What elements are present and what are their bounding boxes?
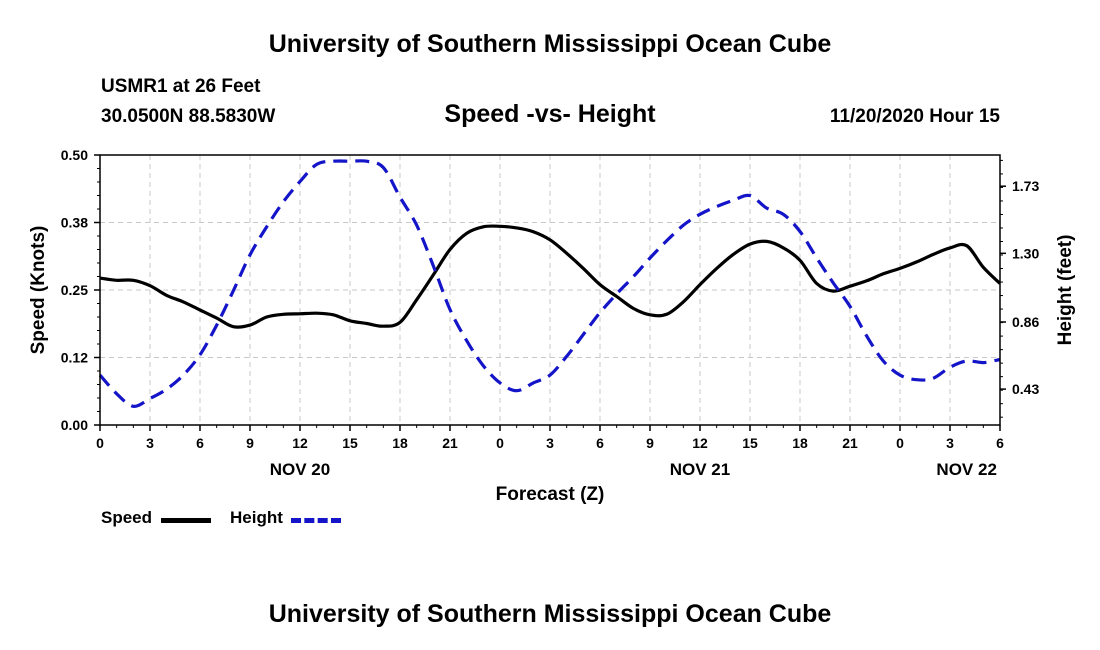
y-tick-label: 0.12 xyxy=(61,350,88,366)
date-label: NOV 22 xyxy=(936,460,996,479)
x-tick-label: 0 xyxy=(896,435,904,451)
y-tick-label: 0.50 xyxy=(61,147,88,163)
y-tick-label: 0.38 xyxy=(61,215,88,231)
page-title: University of Southern Mississippi Ocean… xyxy=(268,30,832,58)
station-label: USMR1 at 26 Feet xyxy=(101,76,261,97)
axes: 0 3 6 9 12 15 18 21 0 3 6 9 12 15 18 21 0 3 6 0.00 0.12 0.25 0… xyxy=(61,147,1040,479)
grid xyxy=(100,155,1000,425)
series xyxy=(98,159,1002,408)
x-axis-label: Forecast (Z) xyxy=(496,484,605,505)
x-tick-label: 15 xyxy=(742,435,758,451)
x-tick-label: 18 xyxy=(792,435,808,451)
x-tick-label: 3 xyxy=(946,435,954,451)
y2-tick-label: 1.73 xyxy=(1012,178,1039,194)
x-tick-label: 21 xyxy=(842,435,858,451)
y2-axis-label: Height (feet) xyxy=(1055,235,1076,346)
x-tick-label: 18 xyxy=(392,435,408,451)
y2-tick-label: 0.43 xyxy=(1012,381,1039,397)
x-tick-label: 6 xyxy=(596,435,604,451)
y2-tick-label: 1.30 xyxy=(1012,245,1039,261)
y-axis-label: Speed (Knots) xyxy=(28,226,49,355)
legend-speed-line xyxy=(161,518,211,523)
date-label: NOV 20 xyxy=(270,460,330,479)
x-tick-label: 6 xyxy=(196,435,204,451)
chart-subtitle: Speed -vs- Height xyxy=(444,100,656,128)
speed-height-chart: 0 3 6 9 12 15 18 21 0 3 6 9 12 15 18 21 0 3 6 0.00 0.12 0.25 0… xyxy=(28,147,1076,505)
x-tick-label: 9 xyxy=(646,435,654,451)
forecast-datetime: 11/20/2020 Hour 15 xyxy=(829,106,1000,127)
coordinates-label: 30.0500N 88.5830W xyxy=(101,106,276,127)
x-tick-label: 3 xyxy=(146,435,154,451)
legend-height-line xyxy=(291,518,341,523)
x-tick-label: 6 xyxy=(996,435,1004,451)
date-label: NOV 21 xyxy=(670,460,730,479)
x-tick-label: 3 xyxy=(546,435,554,451)
y-tick-label: 0.25 xyxy=(61,282,88,298)
x-tick-label: 9 xyxy=(246,435,254,451)
x-tick-label: 0 xyxy=(496,435,504,451)
legend-speed-label: Speed xyxy=(101,508,153,527)
x-tick-label: 0 xyxy=(96,435,104,451)
footer-title: University of Southern Mississippi Ocean… xyxy=(268,600,832,628)
x-tick-label: 12 xyxy=(692,435,708,451)
x-tick-label: 15 xyxy=(342,435,358,451)
x-tick-label: 12 xyxy=(292,435,308,451)
x-tick-label: 21 xyxy=(442,435,458,451)
speed-series-line xyxy=(99,224,1002,329)
y2-tick-label: 0.86 xyxy=(1012,314,1039,330)
legend-height-label: Height xyxy=(230,508,283,527)
y-tick-label: 0.00 xyxy=(61,417,88,433)
height-series-line xyxy=(98,159,1001,408)
